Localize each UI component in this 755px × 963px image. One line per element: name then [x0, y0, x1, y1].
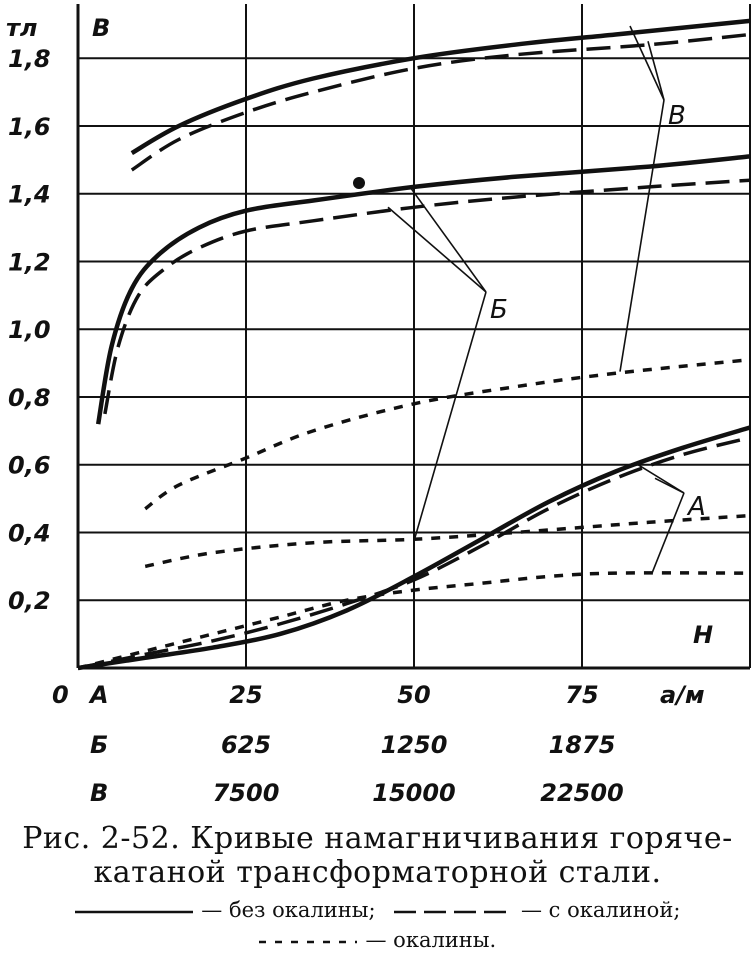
- x-tick-label: 22500: [540, 779, 624, 807]
- series-Б-dotted: [144, 513, 751, 569]
- leader-line: [654, 477, 685, 494]
- x-tick-label: 625: [221, 731, 271, 759]
- series-А-dashed: [77, 435, 751, 670]
- y-tick-label: 1,0: [8, 316, 51, 344]
- x-tick-label: 25: [229, 681, 262, 709]
- leader-line: [619, 99, 665, 372]
- caption-line-2: катаной трансформаторной стали.: [93, 855, 662, 890]
- legend-sample-dashed: [394, 910, 513, 913]
- leader-line: [409, 186, 487, 293]
- leader-line: [647, 41, 665, 101]
- y-tick-label: 0,4: [8, 519, 51, 547]
- series-А-solid: [77, 425, 751, 671]
- x-tick-label: 50: [397, 681, 430, 709]
- leader-line: [387, 206, 487, 293]
- leader-lines: [387, 25, 685, 574]
- leader-line: [651, 492, 685, 574]
- y-unit-label: тл: [6, 14, 38, 42]
- stray-dot: [353, 177, 365, 189]
- legend-text-solid: — без окалины;: [201, 898, 376, 922]
- curve-label-v: В: [668, 101, 686, 131]
- x-unit-label: а/м: [660, 681, 705, 709]
- x-tick-label: 7500: [213, 779, 280, 807]
- series-Б-solid: [95, 154, 751, 425]
- y-tick-label: 1,8: [8, 45, 51, 73]
- x-tick-label: 1250: [381, 731, 448, 759]
- series-А-dotted: [77, 571, 751, 670]
- x-tick-labels: А 25 50 75 Б 625 1250 1875 В 7500 15000 22500: [88, 681, 624, 807]
- figure-caption: Рис. 2-52. Кривые намагничивания горяче-…: [0, 822, 755, 890]
- legend-text-dotted: — окалины.: [365, 928, 497, 952]
- series-group: [77, 18, 751, 671]
- legend: — без окалины; — с окалиной; — окалины.: [0, 895, 755, 955]
- grid: [76, 4, 751, 670]
- y-tick-label: 0,8: [8, 384, 51, 412]
- leader-line: [414, 291, 487, 538]
- legend-sample-solid: [74, 910, 193, 913]
- x-tick-label: 15000: [372, 779, 456, 807]
- legend-text-dashed: — с окалиной;: [520, 898, 681, 922]
- series-В-solid: [130, 18, 751, 156]
- y-tick-labels: 0,2 0,4 0,6 0,8 1,0 1,2 1,4 1,6 1,8: [8, 45, 51, 615]
- y-axis-letter: B: [92, 14, 110, 42]
- series-Б-dashed: [103, 178, 751, 415]
- legend-sample-dotted: [258, 940, 357, 943]
- caption-line-1: Рис. 2-52. Кривые намагничивания горяче-: [22, 821, 733, 856]
- x-axis-letter: H: [693, 621, 713, 649]
- series-В-dotted: [144, 357, 751, 511]
- origin-label: 0: [52, 681, 69, 709]
- legend-item-dashed: — с окалиной;: [394, 895, 680, 925]
- x-tick-label: 75: [565, 681, 598, 709]
- curve-label-a: А: [686, 492, 706, 522]
- y-tick-label: 1,4: [8, 181, 51, 209]
- y-tick-label: 1,6: [8, 113, 51, 141]
- series-В-dashed: [130, 32, 751, 172]
- y-tick-label: 0,2: [8, 587, 51, 615]
- y-tick-label: 0,6: [8, 452, 51, 480]
- x-scale-name: А: [88, 681, 109, 709]
- x-scale-name: В: [90, 779, 108, 807]
- legend-item-solid: — без окалины;: [74, 895, 376, 925]
- chart: 0,2 0,4 0,6 0,8 1,0 1,2 1,4 1,6 1,8 А 25 50 75 Б 625 1…: [6, 4, 751, 807]
- leader-line: [629, 25, 665, 101]
- x-scale-name: Б: [90, 731, 108, 759]
- y-tick-label: 1,2: [8, 248, 51, 276]
- curve-label-b: Б: [490, 295, 508, 325]
- x-tick-label: 1875: [549, 731, 616, 759]
- legend-item-dotted: — окалины.: [258, 925, 497, 955]
